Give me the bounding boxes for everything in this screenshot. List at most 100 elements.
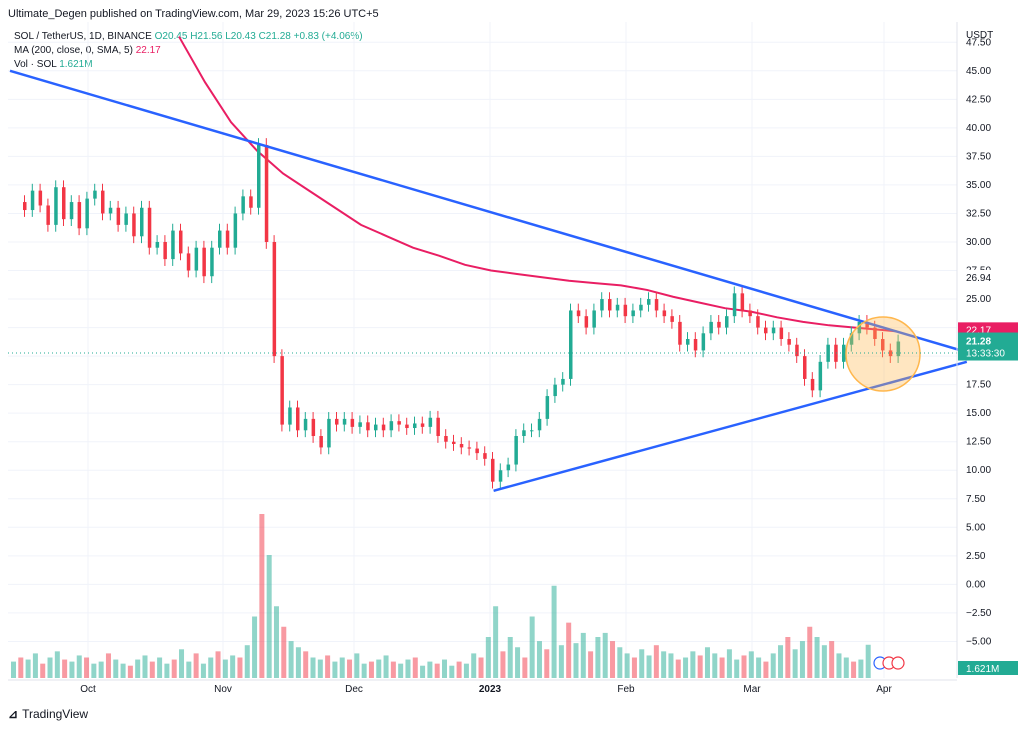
volume-bar (573, 643, 579, 678)
volume-bar (449, 665, 455, 678)
volume-bar (741, 655, 747, 678)
candle-body (77, 202, 82, 229)
candle-body (678, 321, 682, 345)
us-flag-icon (891, 656, 905, 670)
volume-bar (208, 657, 214, 678)
candle-body (132, 213, 136, 237)
volume-row[interactable]: Vol · SOL 1.621M (14, 58, 363, 72)
price-tick-label: 2.50 (966, 551, 986, 562)
tradingview-logo-icon: ⊿ (8, 707, 19, 721)
candle-body (818, 361, 823, 391)
candle-body (210, 247, 214, 277)
price-tick-label: −5.00 (966, 636, 992, 647)
volume-bar (281, 626, 287, 678)
time-tick-label: Mar (743, 684, 761, 695)
volume-bar (617, 647, 623, 678)
candle-body (101, 190, 105, 214)
price-chart[interactable]: 47.50 45.00 42.50 40.00 37.50 35.00 32.50 30.00… (0, 0, 1024, 700)
candle-body (810, 378, 815, 391)
price-tick-label: 35.00 (966, 180, 991, 191)
candle-body (592, 310, 596, 328)
price-tick-label: 10.00 (966, 465, 991, 476)
volume-bar (821, 645, 827, 678)
candle-body (93, 190, 97, 199)
candle-body (397, 421, 401, 425)
candle-body (69, 202, 74, 220)
candle-body (779, 327, 784, 339)
volume-bar (179, 649, 185, 678)
brand-label: TradingView (22, 707, 89, 721)
tradingview-brand[interactable]: ⊿ TradingView (8, 707, 88, 721)
volume-bar (478, 657, 484, 678)
candle-body (506, 464, 511, 471)
candle-body (163, 241, 167, 260)
candle-body (647, 299, 651, 305)
candle-body (202, 247, 206, 277)
grid-lines (8, 22, 957, 678)
volume-bar (858, 659, 864, 678)
time-tick-label: Dec (345, 684, 363, 695)
candle-body (857, 321, 862, 334)
volume-label: Vol · SOL (14, 59, 57, 70)
candle-body (545, 396, 550, 419)
candle-body (881, 339, 885, 351)
volume-bar (339, 657, 345, 678)
candle-body (108, 207, 113, 214)
volume-bar (105, 653, 111, 678)
candle-body (483, 453, 487, 459)
candle-body (623, 304, 628, 317)
volume-bar (259, 514, 265, 678)
volume-bar (69, 661, 75, 678)
candle-body (584, 316, 589, 328)
high-price-label-bg (958, 269, 1018, 284)
volume-bar (653, 645, 659, 678)
countdown-label: 13:33:30 (966, 349, 1005, 360)
candle-body (600, 299, 604, 311)
volume-bar (778, 645, 784, 678)
volume-bar (704, 647, 710, 678)
volume-bar (851, 661, 857, 678)
candle-body (116, 207, 121, 225)
candle-body (147, 207, 152, 248)
triangle-apex-highlight (845, 316, 921, 392)
volume-bar (157, 657, 163, 678)
candle-body (218, 230, 222, 248)
price-tick-label: 30.00 (966, 237, 991, 248)
price-tick-label: 45.00 (966, 66, 991, 77)
volume-bar (522, 657, 528, 678)
currency-label: USDT (966, 30, 993, 41)
candle-body (756, 316, 760, 328)
volume-bar (536, 641, 542, 678)
time-tick-label: Apr (876, 684, 892, 695)
candle-body (436, 417, 440, 437)
candle-body (30, 190, 35, 211)
volume-bar (295, 647, 301, 678)
candle-body (709, 321, 713, 334)
candle-body (608, 299, 612, 311)
candle-body (140, 207, 144, 237)
publisher-line: Ultimate_Degen published on TradingView.… (8, 8, 379, 20)
ma-row[interactable]: MA (200, close, 0, SMA, 5) 22.17 (14, 44, 363, 58)
volume-bar (25, 659, 31, 678)
symbol-row[interactable]: SOL / TetherUS, 1D, BINANCE O20.45 H21.5… (14, 30, 363, 44)
volume-price-label: 1.621M (966, 664, 999, 675)
volume-bar (748, 651, 754, 678)
price-tick-label: −2.50 (966, 608, 992, 619)
candle-body (849, 333, 854, 345)
volume-bar (390, 661, 396, 678)
candle-body (358, 422, 362, 427)
candle-body (303, 418, 308, 431)
volume-bar (171, 659, 177, 678)
volume-bar (683, 657, 689, 678)
volume-bar (273, 606, 279, 678)
candle-body (701, 333, 706, 351)
candle-body (428, 417, 433, 427)
volume-bar (383, 655, 389, 678)
price-tick-label: 12.50 (966, 437, 991, 448)
candle-body (288, 407, 292, 425)
volume-bar (792, 649, 798, 678)
last-price-label: 21.28 (966, 337, 991, 348)
volume-bar (193, 653, 199, 678)
volume-bar (639, 649, 645, 678)
candle-body (764, 327, 768, 334)
